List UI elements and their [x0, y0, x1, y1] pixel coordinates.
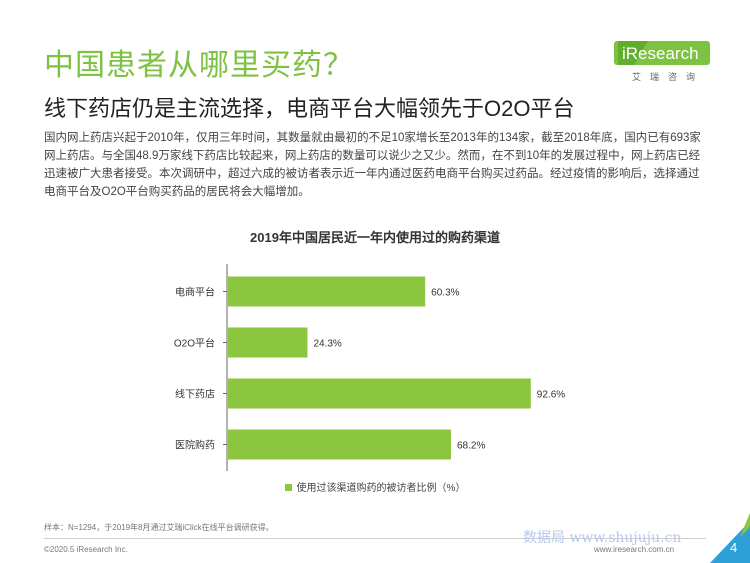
bar-chart: 电商平台 60.3% O2O平台 24.3% 线下药店 92.6% 医院购药 68.2% — [174, 264, 565, 471]
data-label: 60.3% — [431, 288, 459, 299]
data-label: 92.6% — [537, 390, 565, 401]
data-label: 24.3% — [313, 339, 341, 350]
corner-decoration — [710, 513, 750, 563]
logo-mark-icon: iResearch — [614, 41, 710, 65]
footer-divider — [44, 538, 706, 539]
watermark-text: 数据局 www.shujuju.cn — [523, 530, 682, 546]
category-label: 电商平台 — [175, 286, 215, 299]
iresearch-logo: iResearch 艾瑞咨询 — [614, 40, 724, 86]
chart-title: 2019年中国居民近一年内使用过的购药渠道 — [250, 230, 500, 245]
logo-text: iResearch — [622, 44, 699, 63]
bar — [228, 327, 308, 358]
category-label: 医院购药 — [175, 439, 215, 452]
logo-subtitle: 艾瑞咨询 — [632, 72, 705, 82]
page-headline: 线下药店仍是主流选择，电商平台大幅领先于O2O平台 — [44, 96, 575, 121]
website-url: www.iresearch.com.cn — [594, 545, 675, 554]
bar — [228, 429, 452, 460]
copyright-text: ©2020.5 iResearch Inc. — [44, 545, 128, 554]
category-label: 线下药店 — [175, 388, 215, 401]
page-number: 4 — [730, 540, 738, 555]
sample-note: 样本：N=1294，于2019年8月通过艾瑞iClick在线平台调研获得。 — [44, 523, 274, 532]
chart-legend: 使用过该渠道购药的被访者比例（%） — [0, 479, 750, 494]
bar — [228, 378, 531, 409]
legend-swatch — [284, 484, 292, 491]
legend-label: 使用过该渠道购药的被访者比例（%） — [296, 483, 466, 494]
data-label: 68.2% — [457, 441, 485, 452]
category-label: O2O平台 — [174, 337, 215, 350]
bar — [228, 276, 426, 307]
page-question-title: 中国患者从哪里买药？ — [44, 49, 354, 82]
body-paragraph: 国内网上药店兴起于2010年，仅用三年时间，其数量就由最初的不足10家增长至20… — [44, 132, 701, 198]
